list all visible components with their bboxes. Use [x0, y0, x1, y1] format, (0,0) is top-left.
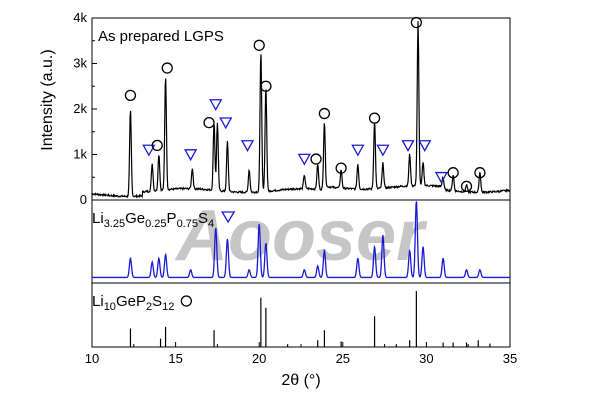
marker-circle-12 — [310, 153, 322, 165]
marker-circle-24 — [474, 167, 486, 179]
marker-triangle-1 — [142, 144, 156, 157]
marker-triangle-11 — [297, 153, 311, 166]
marker-circle-9 — [253, 39, 265, 51]
panel-title-as-prepared: As prepared LGPS — [98, 28, 224, 45]
legend-circle-icon — [180, 295, 192, 307]
marker-circle-13 — [318, 107, 331, 120]
panel-title-li325: Li3.25Ge0.25P0.75S4 — [92, 210, 214, 230]
x-tick-label-4: 30 — [419, 351, 433, 366]
x-tick-label-5: 35 — [503, 351, 517, 366]
axis-ticks: 10 15 20 25 30 35 0 1k 2k 3k 4k — [73, 10, 517, 366]
series-as-prepared — [91, 21, 511, 199]
marker-triangle-17 — [376, 144, 390, 157]
panel-title-lgps: Li10GeP2S12 — [92, 293, 174, 313]
marker-circle-0 — [124, 89, 137, 101]
x-axis-label: 2θ (°) — [281, 372, 320, 389]
marker-circle-2 — [151, 139, 163, 152]
marker-triangle-4 — [184, 149, 198, 162]
marker-circle-3 — [161, 62, 173, 74]
marker-triangle-6 — [209, 99, 223, 112]
y-tick-label-2: 2k — [73, 101, 87, 116]
x-tick-label-1: 15 — [168, 351, 182, 366]
y-axis-label: Intensity (a.u.) — [39, 49, 56, 150]
panel-li325 — [92, 201, 510, 279]
marker-circle-14 — [335, 162, 347, 174]
marker-triangle-7 — [219, 117, 233, 130]
y-tick-label-3: 3k — [73, 56, 87, 71]
marker-triangle-15 — [351, 144, 365, 157]
marker-circle-10 — [260, 80, 272, 92]
marker-triangle-8 — [240, 140, 255, 152]
marker-circle-19 — [410, 16, 423, 29]
panel-as-prepared — [91, 16, 511, 199]
marker-triangle-21 — [434, 171, 449, 184]
marker-circle-16 — [368, 112, 381, 124]
marker-circle-22 — [447, 167, 459, 179]
marker-circle-5 — [203, 117, 215, 129]
y-tick-label-1: 1k — [73, 147, 87, 162]
marker-circle-23 — [460, 180, 473, 193]
series-li325 — [92, 201, 510, 279]
watermark-text: Aooser — [174, 196, 428, 276]
x-tick-label-2: 20 — [252, 351, 266, 366]
y-tick-label-0: 0 — [80, 192, 87, 207]
x-tick-label-0: 10 — [85, 351, 99, 366]
marker-triangle-18 — [401, 140, 415, 152]
panel-lgps-reference — [129, 291, 491, 347]
y-tick-label-4: 4k — [73, 10, 87, 25]
marker-triangle-20 — [418, 140, 432, 152]
x-tick-label-3: 25 — [336, 351, 350, 366]
legend-triangle-icon — [220, 211, 236, 224]
